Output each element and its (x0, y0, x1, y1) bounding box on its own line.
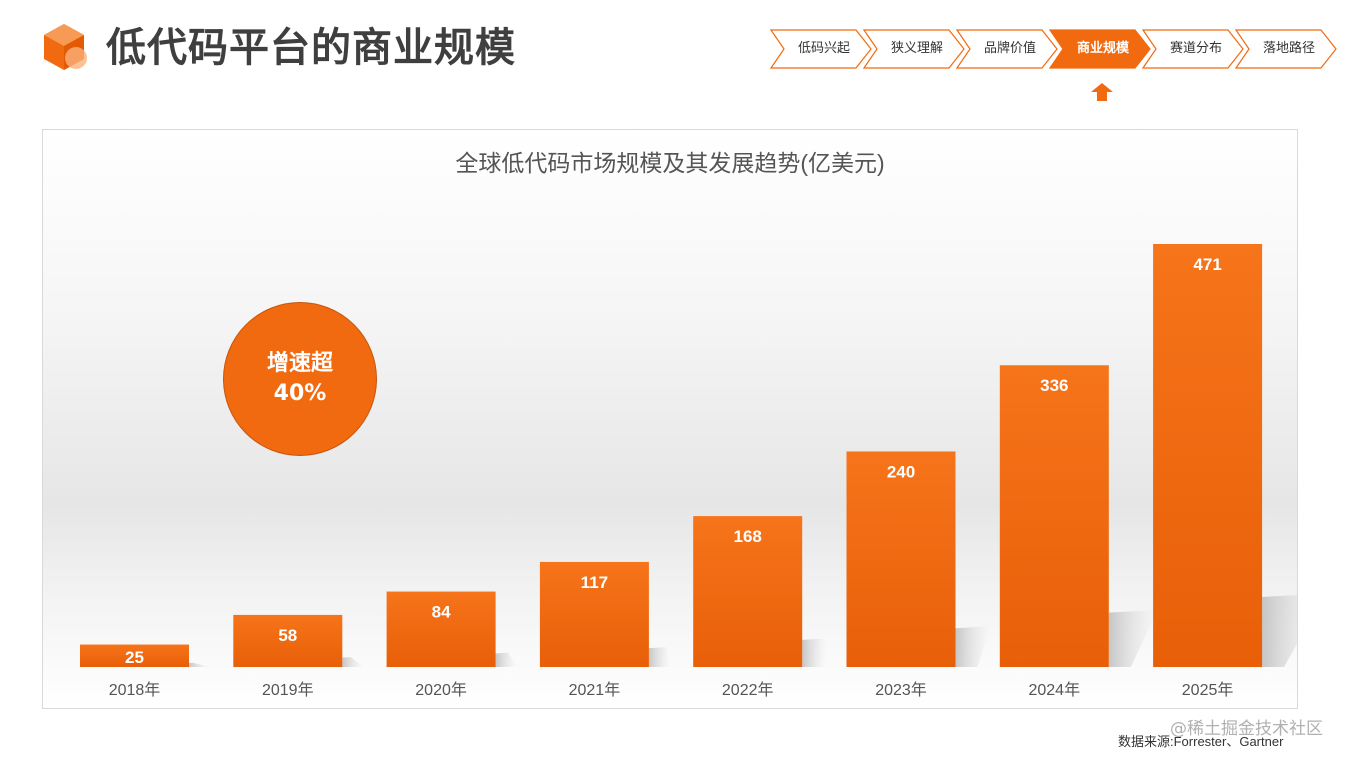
nav-step-narrow-definition[interactable]: 狭义理解 (863, 29, 965, 69)
chart-title: 全球低代码市场规模及其发展趋势(亿美元) (455, 150, 885, 176)
bar-shadow (342, 657, 365, 667)
x-tick-label: 2018年 (109, 681, 161, 699)
nav-step-label: 落地路径 (1262, 41, 1315, 56)
data-source: 数据来源:Forrester、Gartner (1118, 734, 1284, 749)
nav-step-label: 低码兴起 (797, 41, 850, 56)
bar-shadow (648, 647, 671, 667)
bar-value-label: 58 (278, 626, 297, 645)
bar-shadow (802, 638, 827, 667)
bar-value-label: 84 (432, 603, 451, 622)
nav-step-track-distribution[interactable]: 赛道分布 (1142, 29, 1244, 69)
nav-step-brand-value[interactable]: 品牌价值 (956, 29, 1058, 69)
bar-value-label: 168 (734, 527, 762, 546)
watermark: @稀土掘金技术社区 (1170, 719, 1323, 739)
nav-step-low-code-rise[interactable]: 低码兴起 (770, 29, 872, 69)
nav-step-label: 商业规模 (1076, 41, 1129, 56)
nav-step-label: 狭义理解 (890, 41, 943, 56)
bar-value-label: 117 (581, 573, 608, 592)
chart-area: 全球低代码市场规模及其发展趋势(亿美元) 25 2018年 58 2019年 84 202… (42, 129, 1298, 709)
x-tick-label: 2025年 (1182, 681, 1234, 699)
x-tick-label: 2022年 (722, 681, 774, 699)
nav-step-business-scale[interactable]: 商业规模 (1049, 29, 1151, 69)
nav-step-label: 赛道分布 (1169, 41, 1222, 56)
bar-2020年 (386, 591, 496, 667)
bar-chart: 25 2018年 58 2019年 84 2020年 117 2021年 168 2022年 240… (80, 244, 1297, 699)
bar-2025年 (1153, 244, 1263, 667)
nav-step-landing-path[interactable]: 落地路径 (1235, 29, 1337, 69)
x-tick-label: 2021年 (569, 681, 621, 699)
bar-2023年 (846, 451, 956, 667)
bar-2022年 (693, 516, 803, 667)
x-tick-label: 2019年 (262, 681, 314, 699)
page-title: 低代码平台的商业规模 (106, 25, 516, 71)
bar-value-label: 25 (125, 648, 144, 667)
x-tick-label: 2023年 (875, 681, 927, 699)
up-arrow-icon (1090, 82, 1114, 102)
growth-badge-line2: 40% (273, 381, 327, 406)
growth-badge: 增速超 40% (223, 302, 377, 456)
bar-shadow (495, 652, 518, 667)
bar-2018年 (80, 644, 189, 667)
step-navigation: 低码兴起 狭义理解 品牌价值 商业规模 赛道分布 落地路径 (770, 29, 1340, 69)
bar-2024年 (999, 365, 1109, 667)
growth-badge-line1: 增速超 (266, 351, 333, 376)
x-tick-label: 2020年 (415, 681, 467, 699)
x-tick-label: 2024年 (1028, 681, 1080, 699)
bar-value-label: 240 (887, 462, 915, 481)
bar-shadow (1108, 609, 1158, 667)
bar-2019年 (233, 614, 343, 667)
bar-value-label: 471 (1193, 255, 1221, 274)
cube-icon (40, 22, 92, 74)
bar-2021年 (539, 561, 649, 667)
bar-shadow (955, 626, 991, 667)
bar-shadow (189, 662, 211, 667)
bar-value-label: 336 (1040, 376, 1068, 395)
bar-shadow (1262, 595, 1297, 667)
nav-step-label: 品牌价值 (983, 41, 1036, 56)
